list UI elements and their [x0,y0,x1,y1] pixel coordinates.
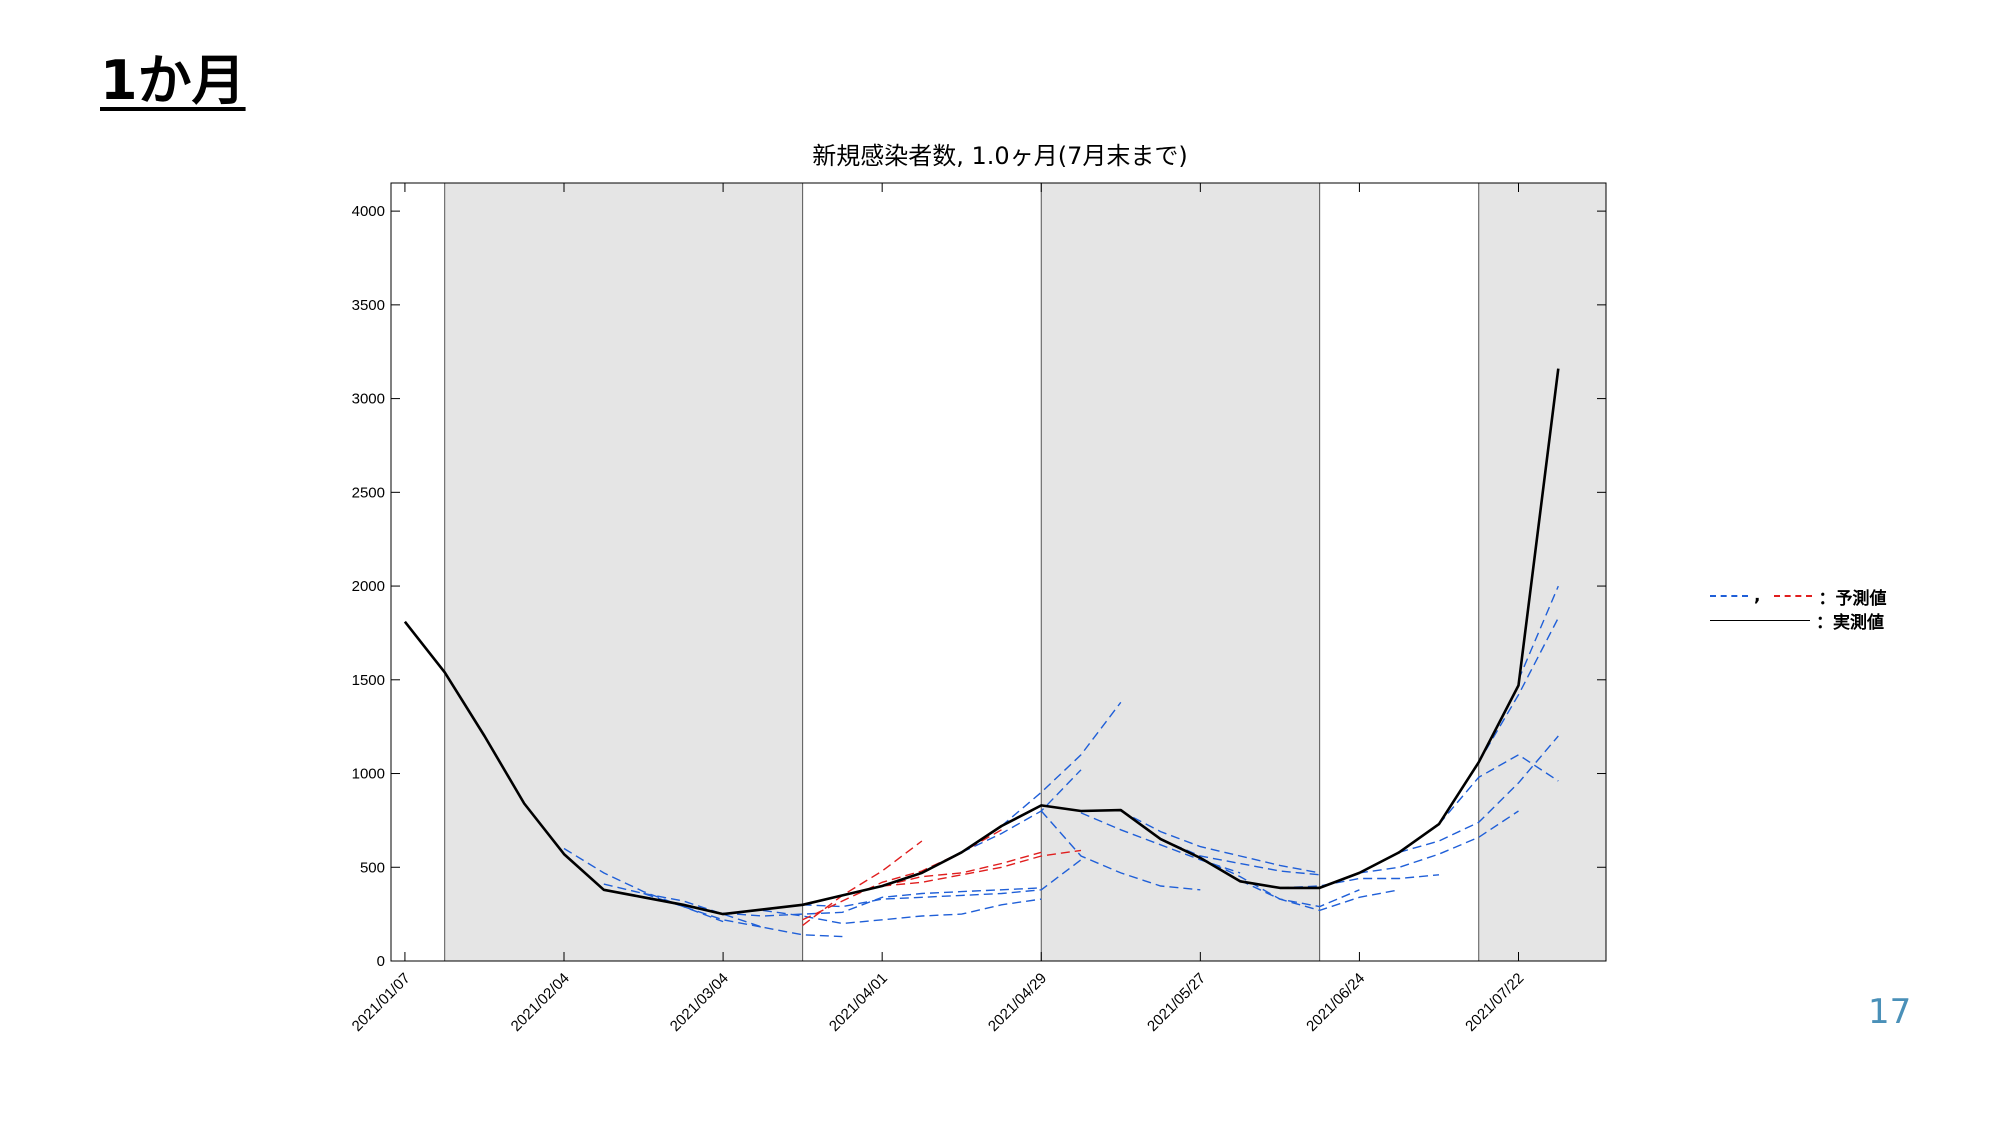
forecast-line-blue-8 [1040,810,1201,891]
y-tick-label-4: 2000 [352,578,385,595]
x-tick-label-0: 2021/01/07 [349,970,414,1035]
forecast-line-blue-18 [1478,617,1559,763]
actual-series-line-0 [403,368,1560,916]
x-tick-label-6: 2021/06/24 [1303,970,1368,1035]
legend-swatch-black [1710,619,1810,621]
legend-label-actual: ：実測値 [1816,612,1884,633]
y-tick-label-0: 0 [377,953,385,970]
page-number: 17 [1868,992,1912,1032]
x-tick-label-7: 2021/07/22 [1462,970,1527,1035]
forecast-line-red-21 [802,829,1002,921]
forecast-line-red-20 [802,840,923,926]
legend-row-predicted: , ：予測値 [1710,584,1887,609]
legend-label-predicted: ：予測値 [1818,588,1887,609]
forecast-line-blue-10 [1120,810,1320,874]
forecast-line-blue-2 [643,892,843,938]
forecast-line-blue-14 [1279,874,1440,889]
y-tick-label-3: 1500 [352,672,385,689]
actual-line [403,368,1560,916]
forecast-line-blue-3 [723,887,1042,917]
forecast-line-blue-5 [802,859,1082,908]
forecast-line-blue-16 [1399,735,1559,853]
period-boundaries [444,183,1480,961]
forecast-line-blue-6 [961,769,1082,853]
forecast-lines [563,585,1559,938]
legend: , ：予測値 ：実測値 [1710,584,1887,633]
forecast-line-blue-17 [1438,753,1559,825]
legend-swatch-blue [1710,595,1748,597]
x-tick-label-5: 2021/05/27 [1144,970,1209,1035]
y-tick-label-8: 4000 [352,203,385,220]
chart-title: 新規感染者数, 1.0ヶ月(7月末まで) [812,142,1188,170]
shaded-period-2 [1478,183,1606,961]
slide-title: 1か月 [100,49,246,112]
y-tick-label-6: 3000 [352,391,385,408]
forecast-line-blue-13 [1239,879,1400,912]
plot-border [390,182,1607,962]
plot-frame [390,182,1607,962]
forecast-line-blue-0 [563,847,724,923]
shaded-period-0 [444,183,803,961]
legend-comma: , [1754,586,1761,606]
forecast-line-blue-4 [762,898,1042,925]
forecast-line-red-23 [882,849,1082,887]
legend-swatch-red [1774,595,1813,597]
legend-row-actual: ：実測値 [1710,608,1886,633]
y-tick-label-7: 3500 [352,297,385,314]
x-tick-label-3: 2021/04/01 [826,970,891,1035]
forecast-line-blue-19 [1517,585,1559,681]
x-tick-label-2: 2021/03/04 [667,970,732,1035]
x-tick-label-4: 2021/04/29 [985,970,1050,1035]
x-tick-label-1: 2021/02/04 [508,970,573,1035]
y-tick-label-5: 2500 [352,484,385,501]
shaded-period-1 [1041,183,1320,961]
y-tick-label-2: 1000 [352,766,385,783]
y-tick-label-1: 500 [360,859,385,876]
shaded-periods [444,183,1606,961]
